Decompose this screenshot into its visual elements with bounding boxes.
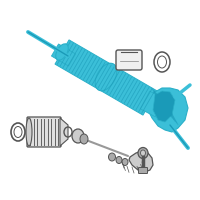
Ellipse shape xyxy=(26,118,32,146)
FancyBboxPatch shape xyxy=(27,117,61,147)
Ellipse shape xyxy=(138,148,148,158)
Ellipse shape xyxy=(95,63,117,91)
FancyBboxPatch shape xyxy=(138,168,148,173)
Polygon shape xyxy=(153,91,175,122)
Ellipse shape xyxy=(56,44,68,60)
Polygon shape xyxy=(60,118,68,146)
Ellipse shape xyxy=(80,134,88,144)
FancyBboxPatch shape xyxy=(116,50,142,70)
Polygon shape xyxy=(55,40,157,115)
Ellipse shape xyxy=(122,158,128,166)
Polygon shape xyxy=(129,151,153,172)
Ellipse shape xyxy=(108,153,116,161)
Ellipse shape xyxy=(140,150,146,156)
Polygon shape xyxy=(146,88,188,132)
Polygon shape xyxy=(140,91,165,117)
Ellipse shape xyxy=(116,156,122,164)
Polygon shape xyxy=(51,44,76,66)
Ellipse shape xyxy=(72,129,84,143)
